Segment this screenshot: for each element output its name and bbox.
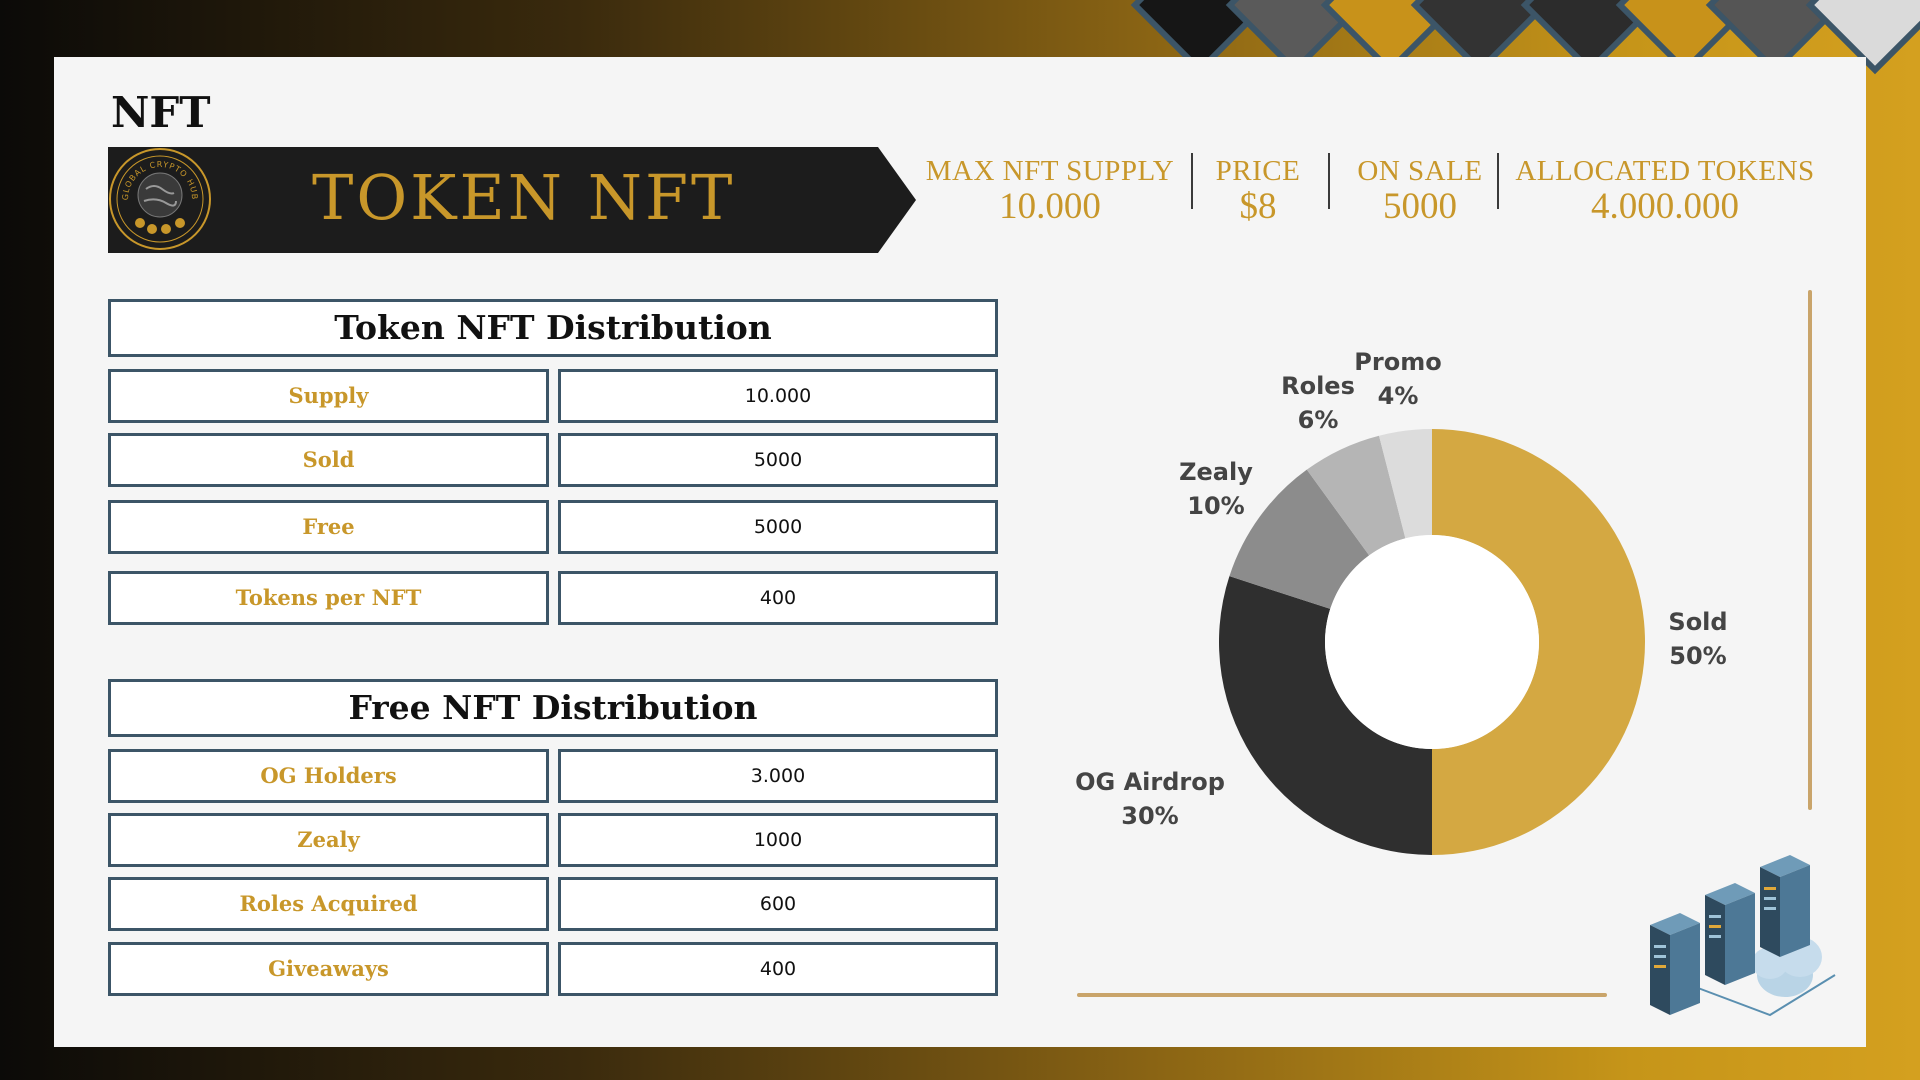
stat-label: MAX NFT SUPPLY bbox=[925, 155, 1175, 187]
stat-on-sale: ON SALE 5000 bbox=[1345, 156, 1495, 228]
stat-price: PRICE $8 bbox=[1197, 156, 1319, 228]
free-table-title: Free NFT Distribution bbox=[108, 679, 998, 737]
slice-name-label: OG Airdrop bbox=[1075, 768, 1225, 796]
stat-label: PRICE bbox=[1215, 155, 1301, 187]
token-row-label: Tokens per NFT bbox=[108, 571, 549, 625]
token-table-title: Token NFT Distribution bbox=[108, 299, 998, 357]
title-banner: GLOBAL CRYPTO HUB TOKEN NFT bbox=[108, 147, 916, 253]
banner-title: TOKEN NFT bbox=[312, 161, 736, 234]
donut-slice-promo bbox=[1379, 429, 1432, 539]
token-row-value: 5000 bbox=[558, 433, 998, 487]
slice-percent-label: 30% bbox=[1121, 802, 1178, 830]
page-title: NFT bbox=[111, 88, 211, 137]
donut-slice-zealy bbox=[1229, 469, 1370, 609]
slice-percent-label: 10% bbox=[1187, 492, 1244, 520]
server-cloud-illustration bbox=[1650, 855, 1836, 1017]
token-row-label: Supply bbox=[108, 369, 549, 423]
slice-percent-label: 50% bbox=[1669, 642, 1726, 670]
free-row-value: 1000 bbox=[558, 813, 998, 867]
decorative-horizontal-line bbox=[1077, 993, 1607, 997]
token-row-value: 5000 bbox=[558, 500, 998, 554]
free-row-label: Zealy bbox=[108, 813, 549, 867]
banner-background bbox=[108, 147, 916, 253]
token-row-label: Free bbox=[108, 500, 549, 554]
token-row-value: 400 bbox=[558, 571, 998, 625]
global-crypto-hub-logo: GLOBAL CRYPTO HUB bbox=[109, 148, 211, 250]
donut-slice-og-airdrop bbox=[1219, 576, 1432, 855]
stat-divider bbox=[1191, 153, 1193, 209]
stat-allocated-tokens: ALLOCATED TOKENS 4.000.000 bbox=[1510, 156, 1820, 228]
slice-name-label: Roles bbox=[1281, 372, 1355, 400]
stats-bar: MAX NFT SUPPLY 10.000 PRICE $8 ON SALE 5… bbox=[925, 153, 1820, 228]
free-row-value: 3.000 bbox=[558, 749, 998, 803]
donut-hole bbox=[1325, 535, 1539, 749]
token-row-value: 10.000 bbox=[558, 369, 998, 423]
free-row-label: Giveaways bbox=[108, 942, 549, 996]
stat-label: ALLOCATED TOKENS bbox=[1515, 155, 1815, 187]
stat-value: 10.000 bbox=[999, 186, 1101, 227]
stat-value: 5000 bbox=[1383, 186, 1457, 227]
distribution-donut-chart: Sold 50% OG Airdrop 30% Zealy 10% Roles 6% Promo… bbox=[1075, 348, 1728, 855]
slice-percent-label: 6% bbox=[1298, 406, 1339, 434]
slice-name-label: Sold bbox=[1668, 608, 1727, 636]
stat-divider bbox=[1328, 153, 1330, 209]
donut-slice-roles bbox=[1306, 435, 1406, 556]
stat-value: 4.000.000 bbox=[1591, 186, 1739, 227]
stat-max-supply: MAX NFT SUPPLY 10.000 bbox=[925, 156, 1175, 228]
free-row-value: 400 bbox=[558, 942, 998, 996]
stat-value: $8 bbox=[1239, 186, 1277, 227]
free-row-value: 600 bbox=[558, 877, 998, 931]
free-row-label: OG Holders bbox=[108, 749, 549, 803]
stat-label: ON SALE bbox=[1357, 155, 1483, 187]
slice-name-label: Zealy bbox=[1179, 458, 1253, 486]
stat-divider bbox=[1497, 153, 1499, 209]
slice-name-label: Promo bbox=[1354, 348, 1441, 376]
decorative-vertical-line bbox=[1808, 290, 1812, 810]
token-row-label: Sold bbox=[108, 433, 549, 487]
free-row-label: Roles Acquired bbox=[108, 877, 549, 931]
slice-percent-label: 4% bbox=[1378, 382, 1419, 410]
donut-slice-sold bbox=[1432, 429, 1645, 855]
